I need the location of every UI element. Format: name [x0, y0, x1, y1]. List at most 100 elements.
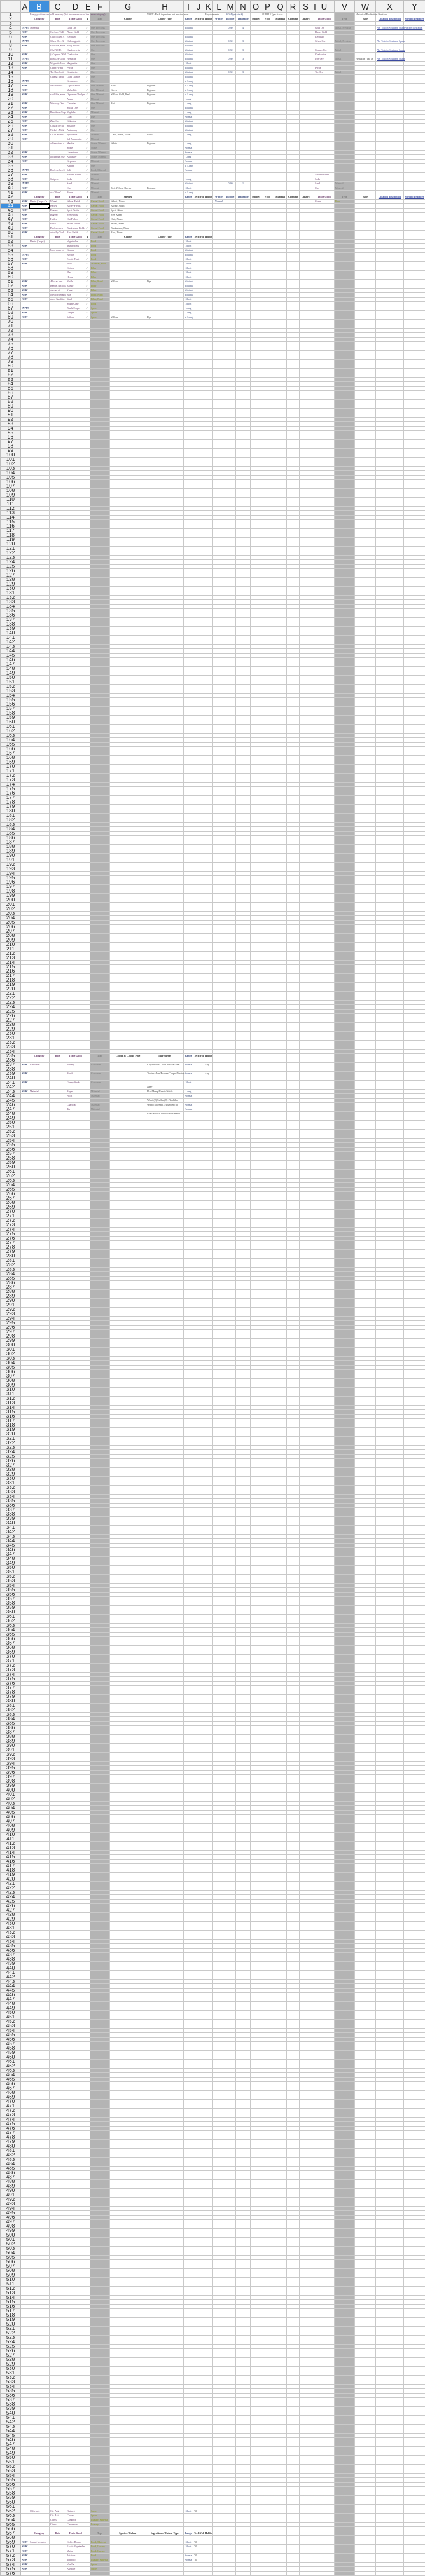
cell-L42[interactable]: Winter	[213, 195, 225, 200]
cell-O51[interactable]	[251, 235, 261, 240]
cell-W21[interactable]	[355, 102, 376, 106]
cell-E81[interactable]	[85, 369, 90, 373]
cell-P57[interactable]	[261, 262, 274, 266]
cell-F30[interactable]: Stone, Mineral	[90, 142, 110, 146]
cell-H110[interactable]	[146, 498, 184, 502]
cell-W183[interactable]	[355, 823, 376, 827]
cell-V7[interactable]: Metal, Precious	[335, 39, 355, 44]
cell-R74[interactable]	[287, 338, 300, 342]
cell-V68[interactable]	[335, 311, 355, 315]
cell-O76[interactable]	[251, 346, 261, 351]
cell-B181[interactable]	[29, 814, 50, 818]
cell-J171[interactable]	[193, 769, 204, 774]
cell-J125[interactable]	[193, 565, 204, 569]
cell-A171[interactable]	[21, 769, 29, 774]
cell-V143[interactable]	[335, 645, 355, 649]
cell-Q143[interactable]	[274, 645, 287, 649]
cell-P92[interactable]	[261, 418, 274, 422]
cell-A98[interactable]	[21, 444, 29, 449]
cell-J127[interactable]	[193, 573, 204, 578]
cell-W137[interactable]	[355, 618, 376, 622]
cell-R54[interactable]	[287, 249, 300, 253]
cell-B78[interactable]	[29, 355, 50, 360]
cell-R41[interactable]	[287, 191, 300, 195]
cell-R92[interactable]	[287, 418, 300, 422]
cell-C108[interactable]	[50, 489, 66, 493]
cell-B52[interactable]: Plants (Crops)	[29, 240, 50, 244]
cell-K59[interactable]	[204, 271, 213, 275]
cell-R69[interactable]	[287, 315, 300, 320]
cell-Q15[interactable]	[274, 75, 287, 79]
cell-P94[interactable]	[261, 427, 274, 431]
cell-K160[interactable]	[204, 720, 213, 725]
cell-X172[interactable]	[376, 774, 404, 778]
cell-Y16[interactable]	[404, 79, 425, 84]
cell-E74[interactable]	[85, 338, 90, 342]
row-header[interactable]: 100	[1, 453, 21, 458]
cell-E49[interactable]: ✓	[85, 226, 90, 231]
cell-P177[interactable]	[261, 796, 274, 800]
cell-A57[interactable]: NEW	[21, 262, 29, 266]
cell-E3[interactable]	[85, 22, 90, 26]
cell-H52[interactable]	[146, 240, 184, 244]
cell-G112[interactable]	[110, 507, 146, 511]
cell-R155[interactable]	[287, 698, 300, 702]
cell-J65[interactable]	[193, 298, 204, 302]
cell-O163[interactable]	[251, 734, 261, 738]
cell-U146[interactable]	[314, 658, 335, 662]
cell-O152[interactable]	[251, 685, 261, 689]
cell-L53[interactable]	[213, 244, 225, 249]
cell-N121[interactable]	[236, 547, 251, 551]
cell-C129[interactable]	[50, 582, 66, 587]
cell-J141[interactable]	[193, 636, 204, 640]
cell-U130[interactable]	[314, 587, 335, 591]
cell-J115[interactable]	[193, 520, 204, 524]
cell-H16[interactable]	[146, 79, 184, 84]
cell-D161[interactable]	[66, 725, 85, 729]
cell-S170[interactable]	[300, 765, 312, 769]
cell-K60[interactable]	[204, 275, 213, 280]
cell-N164[interactable]	[236, 738, 251, 743]
cell-F56[interactable]: Food	[90, 257, 110, 262]
cell-P181[interactable]	[261, 814, 274, 818]
cell-V127[interactable]	[335, 573, 355, 578]
cell-R111[interactable]	[287, 502, 300, 507]
cell-A15[interactable]	[21, 75, 29, 79]
cell-V162[interactable]	[335, 729, 355, 734]
cell-A174[interactable]	[21, 783, 29, 787]
cell-H105[interactable]	[146, 476, 184, 480]
cell-B91[interactable]	[29, 413, 50, 418]
cell-K177[interactable]	[204, 796, 213, 800]
cell-P84[interactable]	[261, 382, 274, 387]
cell-R166[interactable]	[287, 747, 300, 751]
cell-I108[interactable]	[184, 489, 193, 493]
cell-M45[interactable]	[225, 209, 236, 213]
cell-Y51[interactable]	[404, 235, 425, 240]
cell-C22[interactable]	[50, 106, 66, 111]
cell-C148[interactable]	[50, 667, 66, 671]
cell-U129[interactable]	[314, 582, 335, 587]
cell-L116[interactable]	[213, 524, 225, 529]
cell-Y163[interactable]	[404, 734, 425, 738]
cell-G89[interactable]	[110, 404, 146, 409]
cell-X6[interactable]	[376, 35, 404, 39]
cell-N125[interactable]	[236, 565, 251, 569]
cell-L97[interactable]	[213, 440, 225, 444]
cell-W92[interactable]	[355, 418, 376, 422]
row-header[interactable]: 113	[1, 511, 21, 516]
cell-K148[interactable]	[204, 667, 213, 671]
cell-N25[interactable]	[236, 120, 251, 124]
cell-W43[interactable]	[355, 200, 376, 204]
cell-I7[interactable]: Minimal	[184, 39, 193, 44]
cell-O98[interactable]	[251, 444, 261, 449]
cell-K184[interactable]	[204, 827, 213, 832]
cell-S63[interactable]	[300, 289, 312, 293]
cell-Y20[interactable]	[404, 97, 425, 102]
cell-V100[interactable]	[335, 453, 355, 458]
cell-U17[interactable]	[314, 84, 335, 88]
cell-J34[interactable]	[193, 160, 204, 164]
cell-Y117[interactable]	[404, 529, 425, 533]
cell-X66[interactable]	[376, 302, 404, 306]
cell-V16[interactable]	[335, 79, 355, 84]
cell-V133[interactable]	[335, 600, 355, 605]
